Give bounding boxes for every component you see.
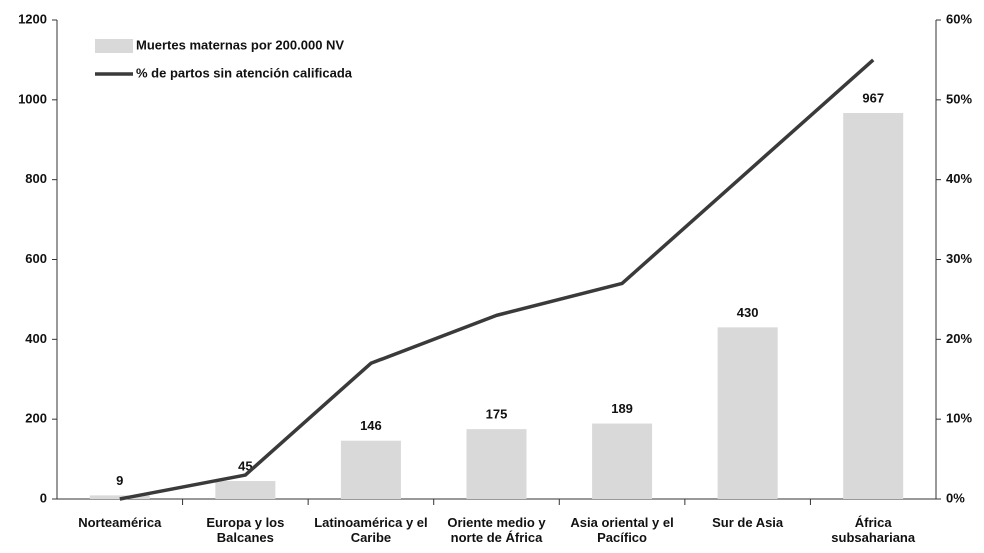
legend-label: % de partos sin atención calificada — [136, 65, 353, 80]
y-tick-label: 800 — [25, 171, 47, 186]
y-tick-label: 1200 — [18, 11, 47, 26]
x-tick-label: Sur de Asia — [712, 515, 784, 530]
bar — [466, 429, 527, 499]
value-label: 175 — [486, 407, 508, 422]
y2-tick-label: 10% — [946, 411, 972, 426]
bar — [215, 481, 276, 499]
bar — [843, 113, 904, 500]
value-label: 430 — [737, 305, 759, 320]
y2-tick-label: 20% — [946, 331, 972, 346]
legend-swatch — [95, 39, 133, 53]
x-tick-label: Norteamérica — [78, 515, 162, 530]
bar — [592, 423, 653, 499]
legend-label: Muertes maternas por 200.000 NV — [136, 37, 344, 52]
x-tick-label: Europa y los Balcanes — [206, 515, 285, 545]
bar — [340, 440, 401, 499]
value-label: 189 — [611, 401, 633, 416]
value-label: 9 — [116, 473, 123, 488]
y2-tick-label: 50% — [946, 91, 972, 106]
line — [119, 58, 875, 501]
value-label: 146 — [360, 418, 382, 433]
y2-tick-label: 30% — [946, 251, 972, 266]
y2-tick-label: 60% — [946, 11, 972, 26]
y-tick-label: 600 — [25, 251, 47, 266]
x-tick-label: Asia oriental y el Pacífico — [570, 515, 674, 545]
y-tick-label: 0 — [40, 490, 47, 505]
y-tick-label: 1000 — [18, 91, 47, 106]
x-tick-label: África subsahariana — [831, 515, 916, 545]
y2-tick-label: 0% — [946, 490, 965, 505]
y2-tick-label: 40% — [946, 171, 972, 186]
bar — [717, 327, 778, 499]
value-label: 967 — [862, 90, 884, 105]
x-tick-label: Latinoamérica y el Caribe — [314, 515, 428, 545]
x-tick-label: Oriente medio y norte de África — [447, 515, 546, 545]
y-tick-label: 200 — [25, 411, 47, 426]
bar — [89, 495, 150, 499]
y-tick-label: 400 — [25, 331, 47, 346]
